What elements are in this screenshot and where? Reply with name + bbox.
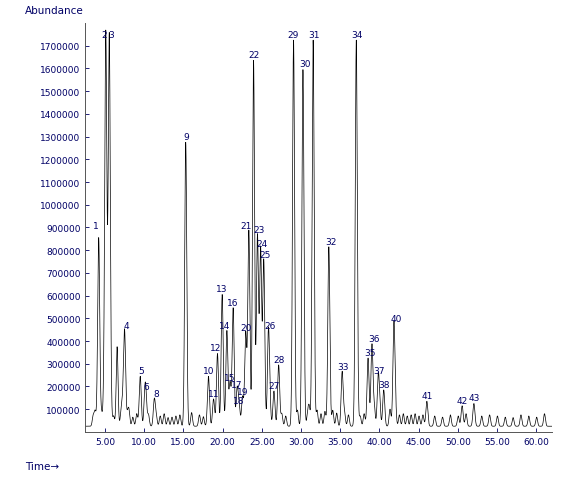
- Text: 5: 5: [138, 366, 144, 375]
- Text: 14: 14: [219, 321, 230, 330]
- Text: Abundance: Abundance: [24, 6, 84, 16]
- Text: 3: 3: [108, 31, 114, 40]
- Text: 6: 6: [143, 382, 150, 391]
- Text: 12: 12: [210, 344, 221, 353]
- Text: 29: 29: [287, 31, 299, 40]
- Text: 41: 41: [422, 391, 434, 400]
- Text: 25: 25: [259, 251, 271, 260]
- Text: 18: 18: [233, 396, 245, 405]
- Text: 28: 28: [273, 355, 284, 364]
- Text: 22: 22: [248, 51, 259, 60]
- Text: 32: 32: [325, 237, 337, 246]
- Text: 34: 34: [352, 31, 363, 40]
- Text: 9: 9: [184, 133, 189, 142]
- Text: 23: 23: [253, 226, 265, 235]
- Text: Time→: Time→: [24, 461, 59, 470]
- Text: 8: 8: [153, 389, 159, 398]
- Text: 24: 24: [256, 240, 267, 249]
- Text: 42: 42: [456, 396, 468, 405]
- Text: 35: 35: [364, 348, 376, 357]
- Text: 38: 38: [378, 380, 389, 389]
- Text: 17: 17: [232, 380, 243, 389]
- Text: 19: 19: [237, 387, 248, 396]
- Text: 30: 30: [299, 60, 311, 69]
- Text: 21: 21: [241, 221, 252, 230]
- Text: 1: 1: [93, 221, 99, 230]
- Text: 26: 26: [264, 321, 275, 330]
- Text: 36: 36: [368, 335, 380, 344]
- Text: 27: 27: [268, 381, 279, 390]
- Text: 4: 4: [123, 321, 129, 330]
- Text: 37: 37: [373, 366, 385, 375]
- Text: 33: 33: [337, 362, 349, 371]
- Text: 40: 40: [390, 314, 402, 323]
- Text: 15: 15: [224, 373, 236, 382]
- Text: 43: 43: [469, 394, 480, 403]
- Text: 16: 16: [228, 299, 239, 307]
- Text: 31: 31: [308, 31, 320, 40]
- Text: 2: 2: [101, 31, 106, 40]
- Text: 10: 10: [203, 366, 214, 375]
- Text: 20: 20: [240, 324, 251, 332]
- Text: 11: 11: [208, 389, 219, 398]
- Text: 13: 13: [216, 285, 228, 294]
